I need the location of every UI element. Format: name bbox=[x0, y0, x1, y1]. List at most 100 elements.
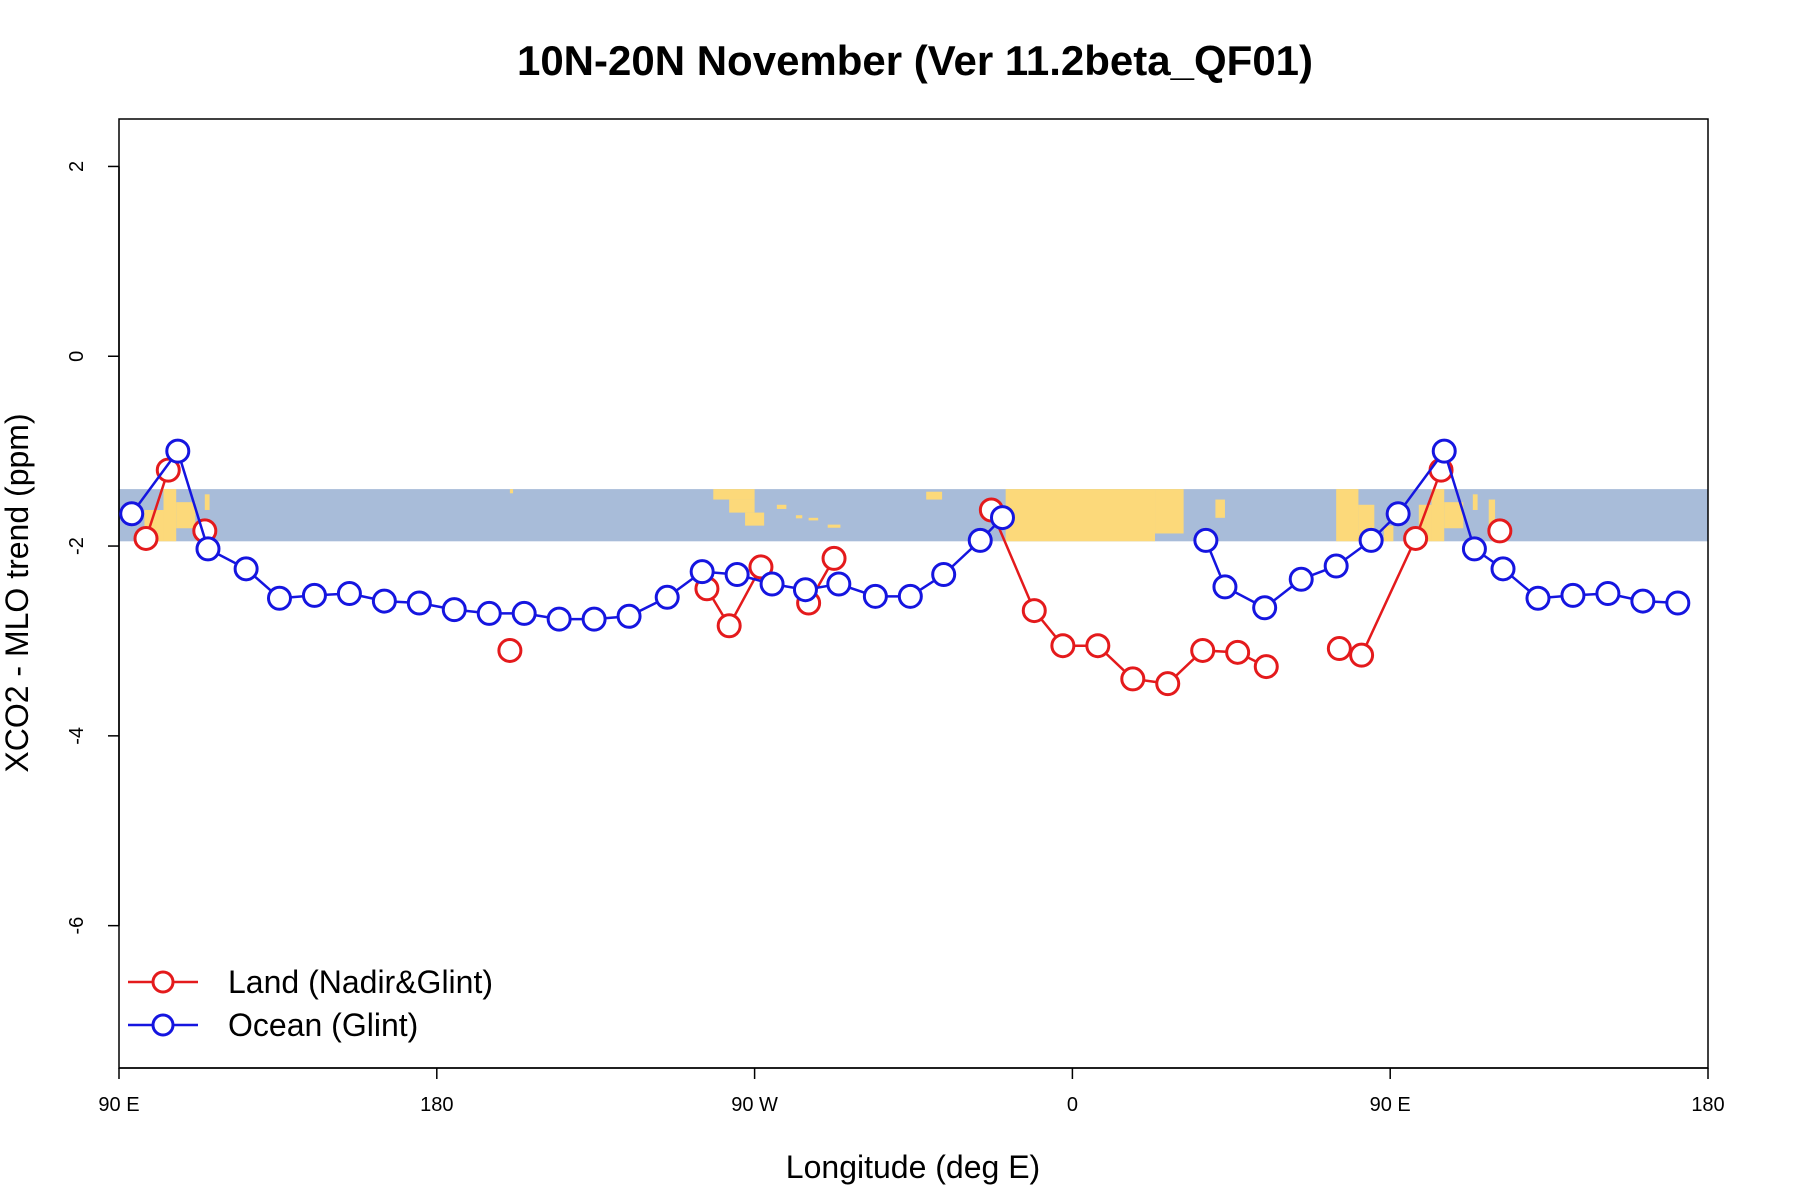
data-point bbox=[336, 581, 362, 606]
legend-land-marker bbox=[151, 970, 175, 994]
data-point bbox=[654, 584, 680, 610]
data-point bbox=[821, 545, 847, 571]
data-point bbox=[826, 571, 852, 597]
world-map-band bbox=[119, 489, 1708, 542]
data-point bbox=[1085, 633, 1111, 659]
data-point bbox=[1212, 574, 1238, 600]
map-land bbox=[926, 491, 943, 500]
data-point bbox=[1193, 527, 1219, 553]
data-point bbox=[1385, 501, 1411, 527]
data-point bbox=[1349, 642, 1375, 668]
data-point bbox=[1403, 525, 1429, 551]
map-land bbox=[1215, 499, 1225, 518]
data-point bbox=[1595, 581, 1621, 606]
data-point bbox=[1525, 585, 1551, 611]
map-land bbox=[204, 494, 210, 510]
data-point bbox=[1487, 518, 1513, 544]
data-point bbox=[406, 590, 432, 616]
data-point bbox=[1288, 566, 1314, 592]
map-land bbox=[1383, 525, 1394, 542]
map-land bbox=[808, 517, 819, 521]
series-0 bbox=[133, 457, 1513, 697]
legend-ocean-label: Ocean (Glint) bbox=[228, 1007, 418, 1043]
x-axis: 90 E 180 90 W 0 90 E 180 bbox=[98, 1067, 1725, 1116]
data-point bbox=[1190, 637, 1216, 663]
data-point bbox=[119, 501, 145, 527]
y-tick-label: -4 bbox=[66, 727, 88, 745]
map-land bbox=[176, 502, 196, 529]
data-point bbox=[967, 527, 993, 553]
y-axis: 2 0 -2 -4 -6 bbox=[66, 161, 120, 935]
y-tick-label: -6 bbox=[66, 917, 88, 935]
map-land bbox=[1488, 499, 1496, 529]
legend-ocean-marker bbox=[151, 1013, 175, 1037]
data-point bbox=[759, 571, 785, 597]
data-point bbox=[165, 438, 191, 464]
data-point bbox=[1326, 636, 1352, 662]
data-point bbox=[1155, 671, 1181, 697]
data-point bbox=[792, 577, 818, 603]
x-tick-label: 0 bbox=[1067, 1094, 1078, 1116]
data-point bbox=[716, 613, 742, 639]
series-layer bbox=[119, 438, 1691, 697]
data-point bbox=[195, 536, 221, 562]
data-point bbox=[931, 562, 957, 588]
series-1 bbox=[119, 438, 1691, 632]
map-land bbox=[1431, 489, 1445, 542]
map-land bbox=[827, 524, 841, 528]
data-point bbox=[1630, 588, 1656, 614]
y-tick-label: 2 bbox=[66, 161, 88, 172]
data-point bbox=[1253, 654, 1279, 680]
data-point bbox=[1560, 582, 1586, 608]
x-tick-label: 180 bbox=[1691, 1094, 1724, 1116]
data-point bbox=[1050, 633, 1076, 659]
data-point bbox=[476, 600, 502, 626]
map-land bbox=[1444, 502, 1464, 529]
data-point bbox=[1358, 527, 1384, 553]
data-point bbox=[989, 505, 1015, 531]
map-land bbox=[795, 515, 803, 519]
data-point bbox=[1252, 595, 1278, 621]
data-point bbox=[301, 582, 327, 608]
map-land bbox=[163, 489, 177, 542]
data-point bbox=[1665, 590, 1691, 616]
data-point bbox=[897, 583, 923, 609]
data-point bbox=[748, 554, 774, 580]
chart-title: 10N-20N November (Ver 11.2beta_QF01) bbox=[517, 37, 1313, 84]
legend-land-label: Land (Nadir&Glint) bbox=[228, 964, 493, 1000]
legend: Land (Nadir&Glint) Ocean (Glint) bbox=[128, 964, 493, 1043]
data-point bbox=[689, 559, 715, 585]
data-point bbox=[1021, 598, 1047, 624]
data-point bbox=[371, 588, 397, 614]
data-point bbox=[266, 585, 292, 611]
data-point bbox=[1490, 556, 1516, 582]
map-land bbox=[1472, 494, 1478, 510]
map-land bbox=[1155, 489, 1184, 534]
data-point bbox=[511, 600, 537, 626]
y-tick-label: 0 bbox=[66, 351, 88, 362]
x-tick-label: 90 E bbox=[1370, 1094, 1411, 1116]
data-point bbox=[497, 637, 523, 663]
data-point bbox=[1431, 438, 1457, 464]
data-point bbox=[1323, 553, 1349, 579]
data-point bbox=[616, 603, 642, 629]
x-tick-label: 180 bbox=[420, 1094, 453, 1116]
data-point bbox=[1225, 639, 1251, 665]
map-land bbox=[1005, 489, 1156, 542]
y-axis-label: XCO2 - MLO trend (ppm) bbox=[0, 413, 35, 772]
map-land bbox=[509, 489, 514, 494]
x-axis-label: Longitude (deg E) bbox=[786, 1149, 1040, 1185]
data-point bbox=[133, 525, 159, 551]
y-tick-label: -2 bbox=[66, 537, 88, 555]
data-point bbox=[233, 556, 259, 582]
data-point bbox=[1461, 536, 1487, 562]
map-land bbox=[729, 499, 755, 513]
data-point bbox=[441, 597, 467, 623]
data-point bbox=[862, 583, 888, 609]
x-tick-label: 90 W bbox=[731, 1094, 778, 1116]
data-point bbox=[1120, 666, 1146, 692]
data-point bbox=[581, 606, 607, 632]
map-land bbox=[776, 504, 787, 509]
map-land bbox=[745, 512, 765, 526]
